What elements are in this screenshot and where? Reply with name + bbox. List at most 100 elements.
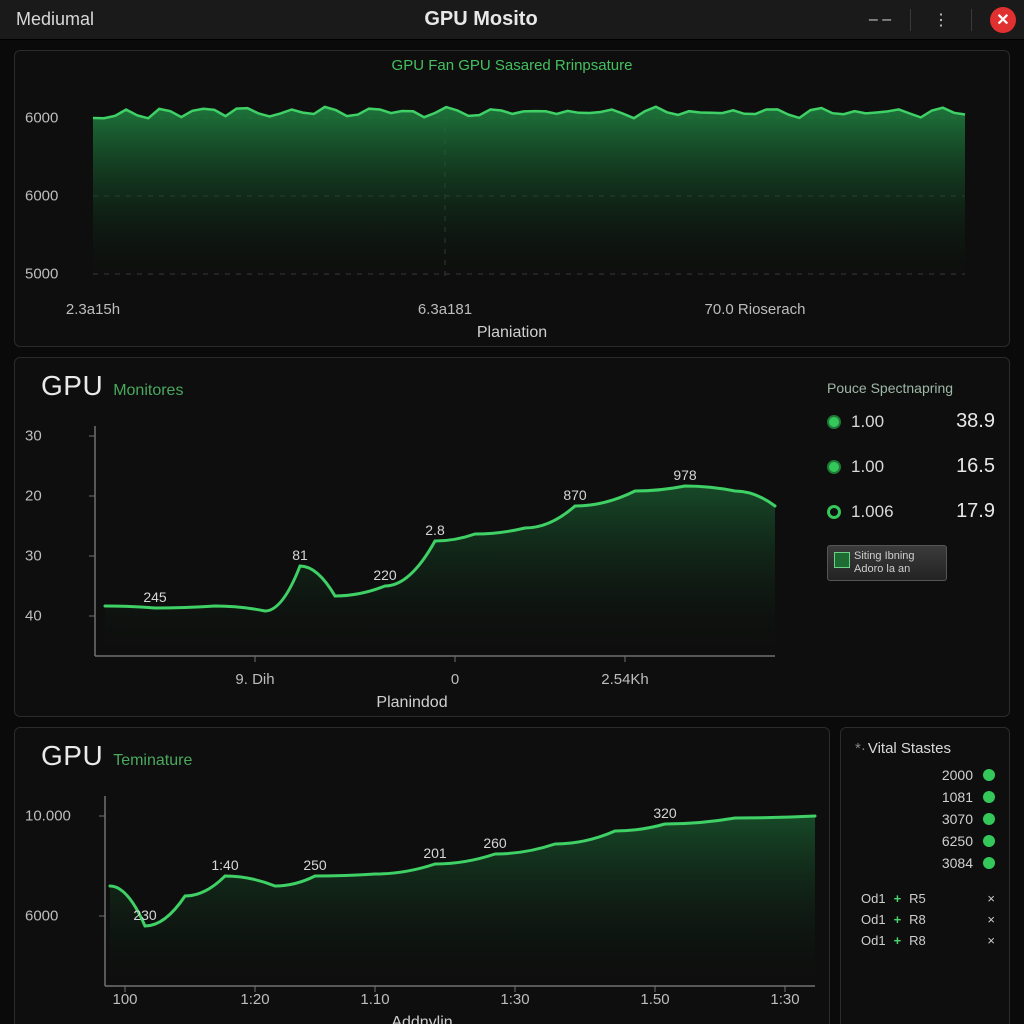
xtick: 1.10	[360, 991, 389, 1008]
point-label: 220	[373, 567, 396, 583]
divider	[910, 9, 911, 31]
plus-icon: +	[894, 891, 902, 906]
monitor-panel: GPU Monitores 30203040245812202.88709789…	[14, 357, 1010, 717]
status-dot-icon	[983, 769, 995, 781]
vital-value: 3070	[927, 811, 973, 827]
ytick: 20	[25, 488, 42, 505]
chart3-title: GPU	[41, 740, 103, 772]
stat-row: 1.00617.9	[827, 500, 995, 523]
vital-value: 3084	[927, 855, 973, 871]
xtick: 2.3a15h	[66, 301, 120, 318]
chart3: 10.000 6000 230 1:40 250 201 260 320 100 1:20 1.10…	[15, 776, 829, 1024]
legend-a: Od1	[861, 891, 886, 906]
vital-value: 6250	[927, 833, 973, 849]
close-button[interactable]: ✕	[990, 7, 1016, 33]
vital-row: 3070	[855, 811, 995, 827]
minimize-button[interactable]: – –	[868, 8, 892, 32]
legend-b: R8	[909, 912, 926, 927]
vital-row: 3084	[855, 855, 995, 871]
remove-button[interactable]: ×	[987, 912, 995, 927]
point-label: 320	[653, 805, 676, 821]
xlabel: Planindod	[376, 694, 447, 712]
point-label: 81	[292, 547, 308, 563]
point-label: 201	[423, 845, 446, 861]
status-dot-icon	[827, 460, 841, 474]
stat-label: 1.00	[851, 412, 909, 432]
status-dot-icon	[983, 857, 995, 869]
point-label: 250	[303, 857, 326, 873]
stat-value: 17.9	[909, 500, 995, 523]
status-dot-icon	[827, 415, 841, 429]
status-dot-icon	[983, 791, 995, 803]
vital-value: 2000	[927, 767, 973, 783]
point-label: 978	[673, 467, 696, 483]
chart1: 6000 6000 5000 2.3a15h 6.3a181 70.0 Rioserach…	[15, 76, 1009, 346]
ytick: 30	[25, 428, 42, 445]
xtick: 1:30	[770, 991, 799, 1008]
xtick: 0	[451, 671, 459, 688]
vital-stats-panel: *·Vital Stastes 2000 1081 3070 6250 3084 Od1…	[840, 727, 1010, 1024]
app-name: Mediumal	[16, 9, 94, 30]
status-dot-icon	[983, 813, 995, 825]
ytick: 30	[25, 548, 42, 565]
fan-speed-panel: GPU Fan GPU Sasared Rrinpsature 60006000…	[14, 50, 1010, 347]
point-label: 1:40	[211, 857, 238, 873]
xlabel: Planiation	[477, 324, 547, 342]
status-dot-icon	[827, 505, 841, 519]
stat-row: 1.0038.9	[827, 410, 995, 433]
ytick: 40	[25, 608, 42, 625]
divider	[971, 9, 972, 31]
xtick: 1.50	[640, 991, 669, 1008]
ytick: 6000	[25, 110, 58, 127]
status-dot-icon	[983, 835, 995, 847]
settings-button-line2: Adoro la an	[854, 563, 940, 576]
vital-row: 1081	[855, 789, 995, 805]
stat-row: 1.0016.5	[827, 455, 995, 478]
remove-button[interactable]: ×	[987, 933, 995, 948]
chart1-title: GPU Fan GPU Sasared Rrinpsature	[15, 51, 1009, 76]
xtick: 9. Dih	[235, 671, 274, 688]
vital-prefix: *·	[855, 740, 866, 757]
point-label: 230	[133, 907, 156, 923]
ytick: 10.000	[25, 808, 71, 825]
legend-row: Od1 + R8 ×	[855, 933, 995, 948]
legend-row: Od1+R8×	[855, 912, 995, 927]
vital-row: 6250	[855, 833, 995, 849]
legend-a: Od1	[861, 933, 886, 948]
xtick: 100	[112, 991, 137, 1008]
stat-label: 1.00	[851, 457, 909, 477]
stat-label: 1.006	[851, 502, 909, 522]
point-label: 870	[563, 487, 586, 503]
chart2-subtitle: Monitores	[113, 382, 183, 400]
menu-button[interactable]: ⋮	[929, 8, 953, 32]
legend-row: Od1 + R5 ×	[855, 891, 995, 906]
plus-icon: +	[894, 912, 902, 927]
chart2-title: GPU	[41, 370, 103, 402]
xtick: 70.0 Rioserach	[705, 301, 806, 318]
xtick: 1:30	[500, 991, 529, 1008]
vital-header: Vital Stastes	[868, 740, 951, 757]
xtick: 6.3a181	[418, 301, 472, 318]
temperature-panel: GPU Teminature 10.000 6000 230 1:40 250 201 26…	[14, 727, 830, 1024]
ytick: 6000	[25, 908, 58, 925]
xtick: 1:20	[240, 991, 269, 1008]
settings-button[interactable]: Siting Ibning Adoro la an	[827, 545, 947, 581]
legend-b: R8	[909, 933, 926, 948]
point-label: 260	[483, 835, 506, 851]
stat-value: 38.9	[909, 410, 995, 433]
ytick: 5000	[25, 266, 58, 283]
settings-button-line1: Siting Ibning	[854, 550, 940, 563]
ytick: 6000	[25, 188, 58, 205]
point-label: 2.8	[425, 522, 444, 538]
stat-value: 16.5	[909, 455, 995, 478]
spec-stats: Pouce Spectnapring 1.0038.91.0016.51.006…	[819, 358, 1009, 716]
plus-icon: +	[894, 933, 902, 948]
vital-row: 2000	[855, 767, 995, 783]
remove-button[interactable]: ×	[987, 891, 995, 906]
legend-b: R5	[909, 891, 926, 906]
xtick: 2.54Kh	[601, 671, 649, 688]
chart3-subtitle: Teminature	[113, 752, 192, 770]
spec-header: Pouce Spectnapring	[827, 380, 995, 396]
xlabel: Addnylin	[391, 1014, 452, 1024]
titlebar: Mediumal GPU Mosito – – ⋮ ✕	[0, 0, 1024, 40]
